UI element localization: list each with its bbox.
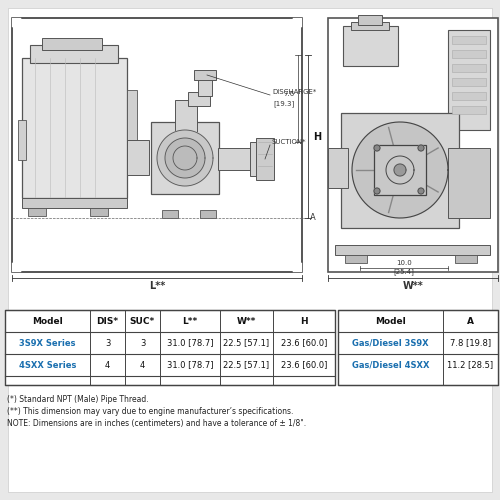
Bar bbox=[127, 90, 137, 140]
Polygon shape bbox=[173, 146, 197, 170]
Circle shape bbox=[418, 145, 424, 151]
Bar bbox=[22, 198, 127, 208]
Text: (**) This dimension may vary due to engine manufacturer’s specifications.: (**) This dimension may vary due to engi… bbox=[7, 407, 294, 416]
Bar bbox=[358, 15, 382, 25]
Text: 22.5 [57.1]: 22.5 [57.1] bbox=[224, 360, 270, 370]
Bar bbox=[198, 78, 212, 96]
Bar bbox=[12, 262, 22, 272]
Text: [25.4]: [25.4] bbox=[394, 268, 414, 276]
Bar bbox=[200, 210, 216, 218]
Text: Gas/Diesel 4SXX: Gas/Diesel 4SXX bbox=[352, 360, 429, 370]
Text: 3: 3 bbox=[105, 338, 110, 347]
Text: A: A bbox=[467, 316, 474, 326]
Text: 3S9X Series: 3S9X Series bbox=[19, 338, 76, 347]
Bar bbox=[452, 50, 486, 58]
Text: Model: Model bbox=[375, 316, 406, 326]
Text: 7.8 [19.8]: 7.8 [19.8] bbox=[450, 338, 491, 347]
Bar bbox=[127, 140, 149, 175]
Bar bbox=[374, 145, 426, 195]
Bar bbox=[90, 208, 108, 216]
Polygon shape bbox=[386, 156, 414, 184]
Polygon shape bbox=[352, 122, 448, 218]
Bar bbox=[151, 122, 219, 194]
Bar bbox=[328, 148, 348, 188]
Text: SUC*: SUC* bbox=[130, 316, 155, 326]
Circle shape bbox=[418, 188, 424, 194]
Text: 23.6 [60.0]: 23.6 [60.0] bbox=[281, 360, 327, 370]
Bar bbox=[341, 113, 459, 228]
Circle shape bbox=[374, 145, 380, 151]
Bar bbox=[448, 30, 490, 130]
Text: H: H bbox=[300, 316, 308, 326]
Polygon shape bbox=[165, 138, 205, 178]
Bar bbox=[452, 36, 486, 44]
Bar bbox=[18, 120, 26, 160]
Bar bbox=[256, 138, 274, 180]
Text: DIS*: DIS* bbox=[96, 316, 118, 326]
Bar bbox=[30, 45, 118, 63]
Text: Model: Model bbox=[32, 316, 63, 326]
Bar bbox=[338, 310, 498, 385]
Text: DISCHARGE*: DISCHARGE* bbox=[272, 89, 316, 95]
Polygon shape bbox=[394, 164, 406, 176]
Text: 11.2 [28.5]: 11.2 [28.5] bbox=[448, 360, 494, 370]
Bar bbox=[175, 100, 197, 135]
Bar bbox=[345, 255, 367, 263]
Bar bbox=[335, 245, 490, 255]
Bar bbox=[28, 208, 46, 216]
Text: A: A bbox=[310, 214, 316, 222]
Bar bbox=[188, 92, 210, 106]
Bar bbox=[42, 38, 102, 50]
Bar bbox=[455, 255, 477, 263]
Text: W**: W** bbox=[402, 281, 423, 291]
Bar bbox=[218, 148, 256, 170]
Bar bbox=[162, 210, 178, 218]
Bar bbox=[12, 18, 302, 272]
Bar bbox=[452, 78, 486, 86]
Text: (*) Standard NPT (Male) Pipe Thread.: (*) Standard NPT (Male) Pipe Thread. bbox=[7, 395, 148, 404]
Bar bbox=[5, 310, 335, 385]
Bar bbox=[292, 262, 302, 272]
Circle shape bbox=[374, 188, 380, 194]
Text: [19.3]: [19.3] bbox=[274, 100, 295, 107]
Text: L**: L** bbox=[149, 281, 165, 291]
Text: 4: 4 bbox=[105, 360, 110, 370]
Text: 23.6 [60.0]: 23.6 [60.0] bbox=[281, 338, 327, 347]
Text: 3: 3 bbox=[140, 338, 145, 347]
Bar bbox=[448, 148, 490, 218]
Text: W**: W** bbox=[237, 316, 256, 326]
Bar bbox=[343, 26, 398, 66]
Text: 22.5 [57.1]: 22.5 [57.1] bbox=[224, 338, 270, 347]
Bar bbox=[194, 70, 216, 80]
Bar bbox=[328, 18, 498, 272]
Bar bbox=[452, 64, 486, 72]
Text: 31.0 [78.7]: 31.0 [78.7] bbox=[167, 360, 213, 370]
Text: SUCTION*: SUCTION* bbox=[272, 139, 306, 145]
Text: 10.0: 10.0 bbox=[396, 260, 412, 266]
Bar bbox=[292, 18, 302, 28]
Polygon shape bbox=[179, 152, 191, 164]
Polygon shape bbox=[157, 130, 213, 186]
Bar bbox=[351, 22, 389, 30]
Text: 7.6: 7.6 bbox=[284, 92, 295, 98]
Bar bbox=[452, 92, 486, 100]
Text: Gas/Diesel 3S9X: Gas/Diesel 3S9X bbox=[352, 338, 429, 347]
Bar bbox=[452, 106, 486, 114]
Text: 4SXX Series: 4SXX Series bbox=[19, 360, 76, 370]
Text: 31.0 [78.7]: 31.0 [78.7] bbox=[167, 338, 213, 347]
Text: H: H bbox=[313, 132, 321, 141]
Text: NOTE: Dimensions are in inches (centimeters) and have a tolerance of ± 1/8".: NOTE: Dimensions are in inches (centimet… bbox=[7, 419, 306, 428]
Text: L**: L** bbox=[182, 316, 198, 326]
Bar bbox=[22, 58, 127, 198]
Bar bbox=[250, 142, 266, 176]
Text: 4: 4 bbox=[140, 360, 145, 370]
Bar bbox=[12, 18, 22, 28]
